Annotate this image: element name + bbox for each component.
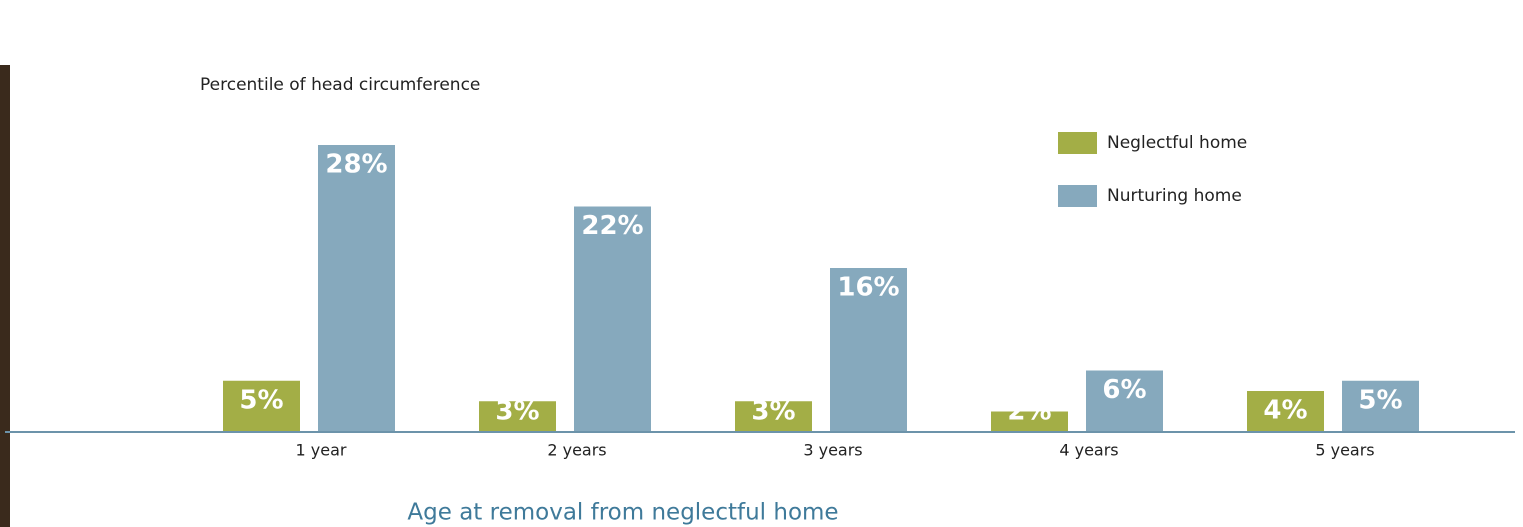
legend-swatch bbox=[1058, 185, 1097, 207]
value-label: 2% bbox=[1007, 397, 1051, 427]
bar bbox=[1342, 380, 1419, 432]
value-label: 22% bbox=[581, 211, 643, 241]
value-label: 28% bbox=[325, 150, 387, 180]
x-tick-label: 4 years bbox=[1059, 441, 1118, 460]
x-tick-label: 2 years bbox=[547, 441, 606, 460]
value-label: 16% bbox=[837, 273, 899, 303]
value-label: 5% bbox=[1358, 385, 1402, 415]
bar bbox=[479, 401, 556, 432]
value-label: 6% bbox=[1102, 375, 1146, 405]
legend-label: Nurturing home bbox=[1107, 186, 1242, 206]
x-axis-label: Age at removal from neglectful home bbox=[407, 500, 838, 526]
bar bbox=[830, 268, 907, 432]
bar bbox=[574, 206, 651, 432]
value-label: 3% bbox=[495, 397, 539, 427]
x-tick-label: 1 year bbox=[296, 441, 347, 460]
bar bbox=[318, 145, 395, 432]
bar bbox=[1247, 391, 1324, 432]
bar bbox=[735, 401, 812, 432]
bar bbox=[223, 380, 300, 432]
legend-label: Neglectful home bbox=[1107, 133, 1247, 153]
legend-swatch bbox=[1058, 132, 1097, 154]
x-tick-label: 5 years bbox=[1315, 441, 1374, 460]
chart-title: Percentile of head circumference bbox=[200, 75, 480, 95]
bar bbox=[1086, 370, 1163, 432]
value-label: 5% bbox=[239, 385, 283, 415]
x-tick-label: 3 years bbox=[803, 441, 862, 460]
photo-edge bbox=[0, 65, 10, 527]
value-label: 4% bbox=[1263, 396, 1307, 426]
value-label: 3% bbox=[751, 397, 795, 427]
bar bbox=[991, 411, 1068, 432]
